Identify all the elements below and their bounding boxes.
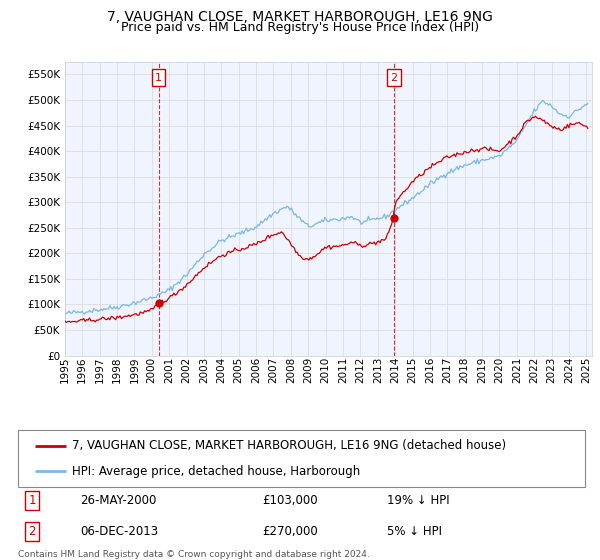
Text: 1: 1	[28, 494, 36, 507]
Text: 2: 2	[28, 525, 36, 538]
Text: Contains HM Land Registry data © Crown copyright and database right 2024.
This d: Contains HM Land Registry data © Crown c…	[18, 550, 370, 560]
Text: £270,000: £270,000	[262, 525, 317, 538]
Text: 19% ↓ HPI: 19% ↓ HPI	[386, 494, 449, 507]
Text: 7, VAUGHAN CLOSE, MARKET HARBOROUGH, LE16 9NG: 7, VAUGHAN CLOSE, MARKET HARBOROUGH, LE1…	[107, 10, 493, 24]
Text: 26-MAY-2000: 26-MAY-2000	[80, 494, 157, 507]
Text: 06-DEC-2013: 06-DEC-2013	[80, 525, 158, 538]
FancyBboxPatch shape	[18, 430, 585, 487]
Text: 7, VAUGHAN CLOSE, MARKET HARBOROUGH, LE16 9NG (detached house): 7, VAUGHAN CLOSE, MARKET HARBOROUGH, LE1…	[72, 439, 506, 452]
Text: 2: 2	[390, 73, 397, 83]
Text: HPI: Average price, detached house, Harborough: HPI: Average price, detached house, Harb…	[72, 465, 360, 478]
Text: 5% ↓ HPI: 5% ↓ HPI	[386, 525, 442, 538]
Text: Price paid vs. HM Land Registry's House Price Index (HPI): Price paid vs. HM Land Registry's House …	[121, 21, 479, 34]
Text: £103,000: £103,000	[262, 494, 317, 507]
Text: 1: 1	[155, 73, 162, 83]
